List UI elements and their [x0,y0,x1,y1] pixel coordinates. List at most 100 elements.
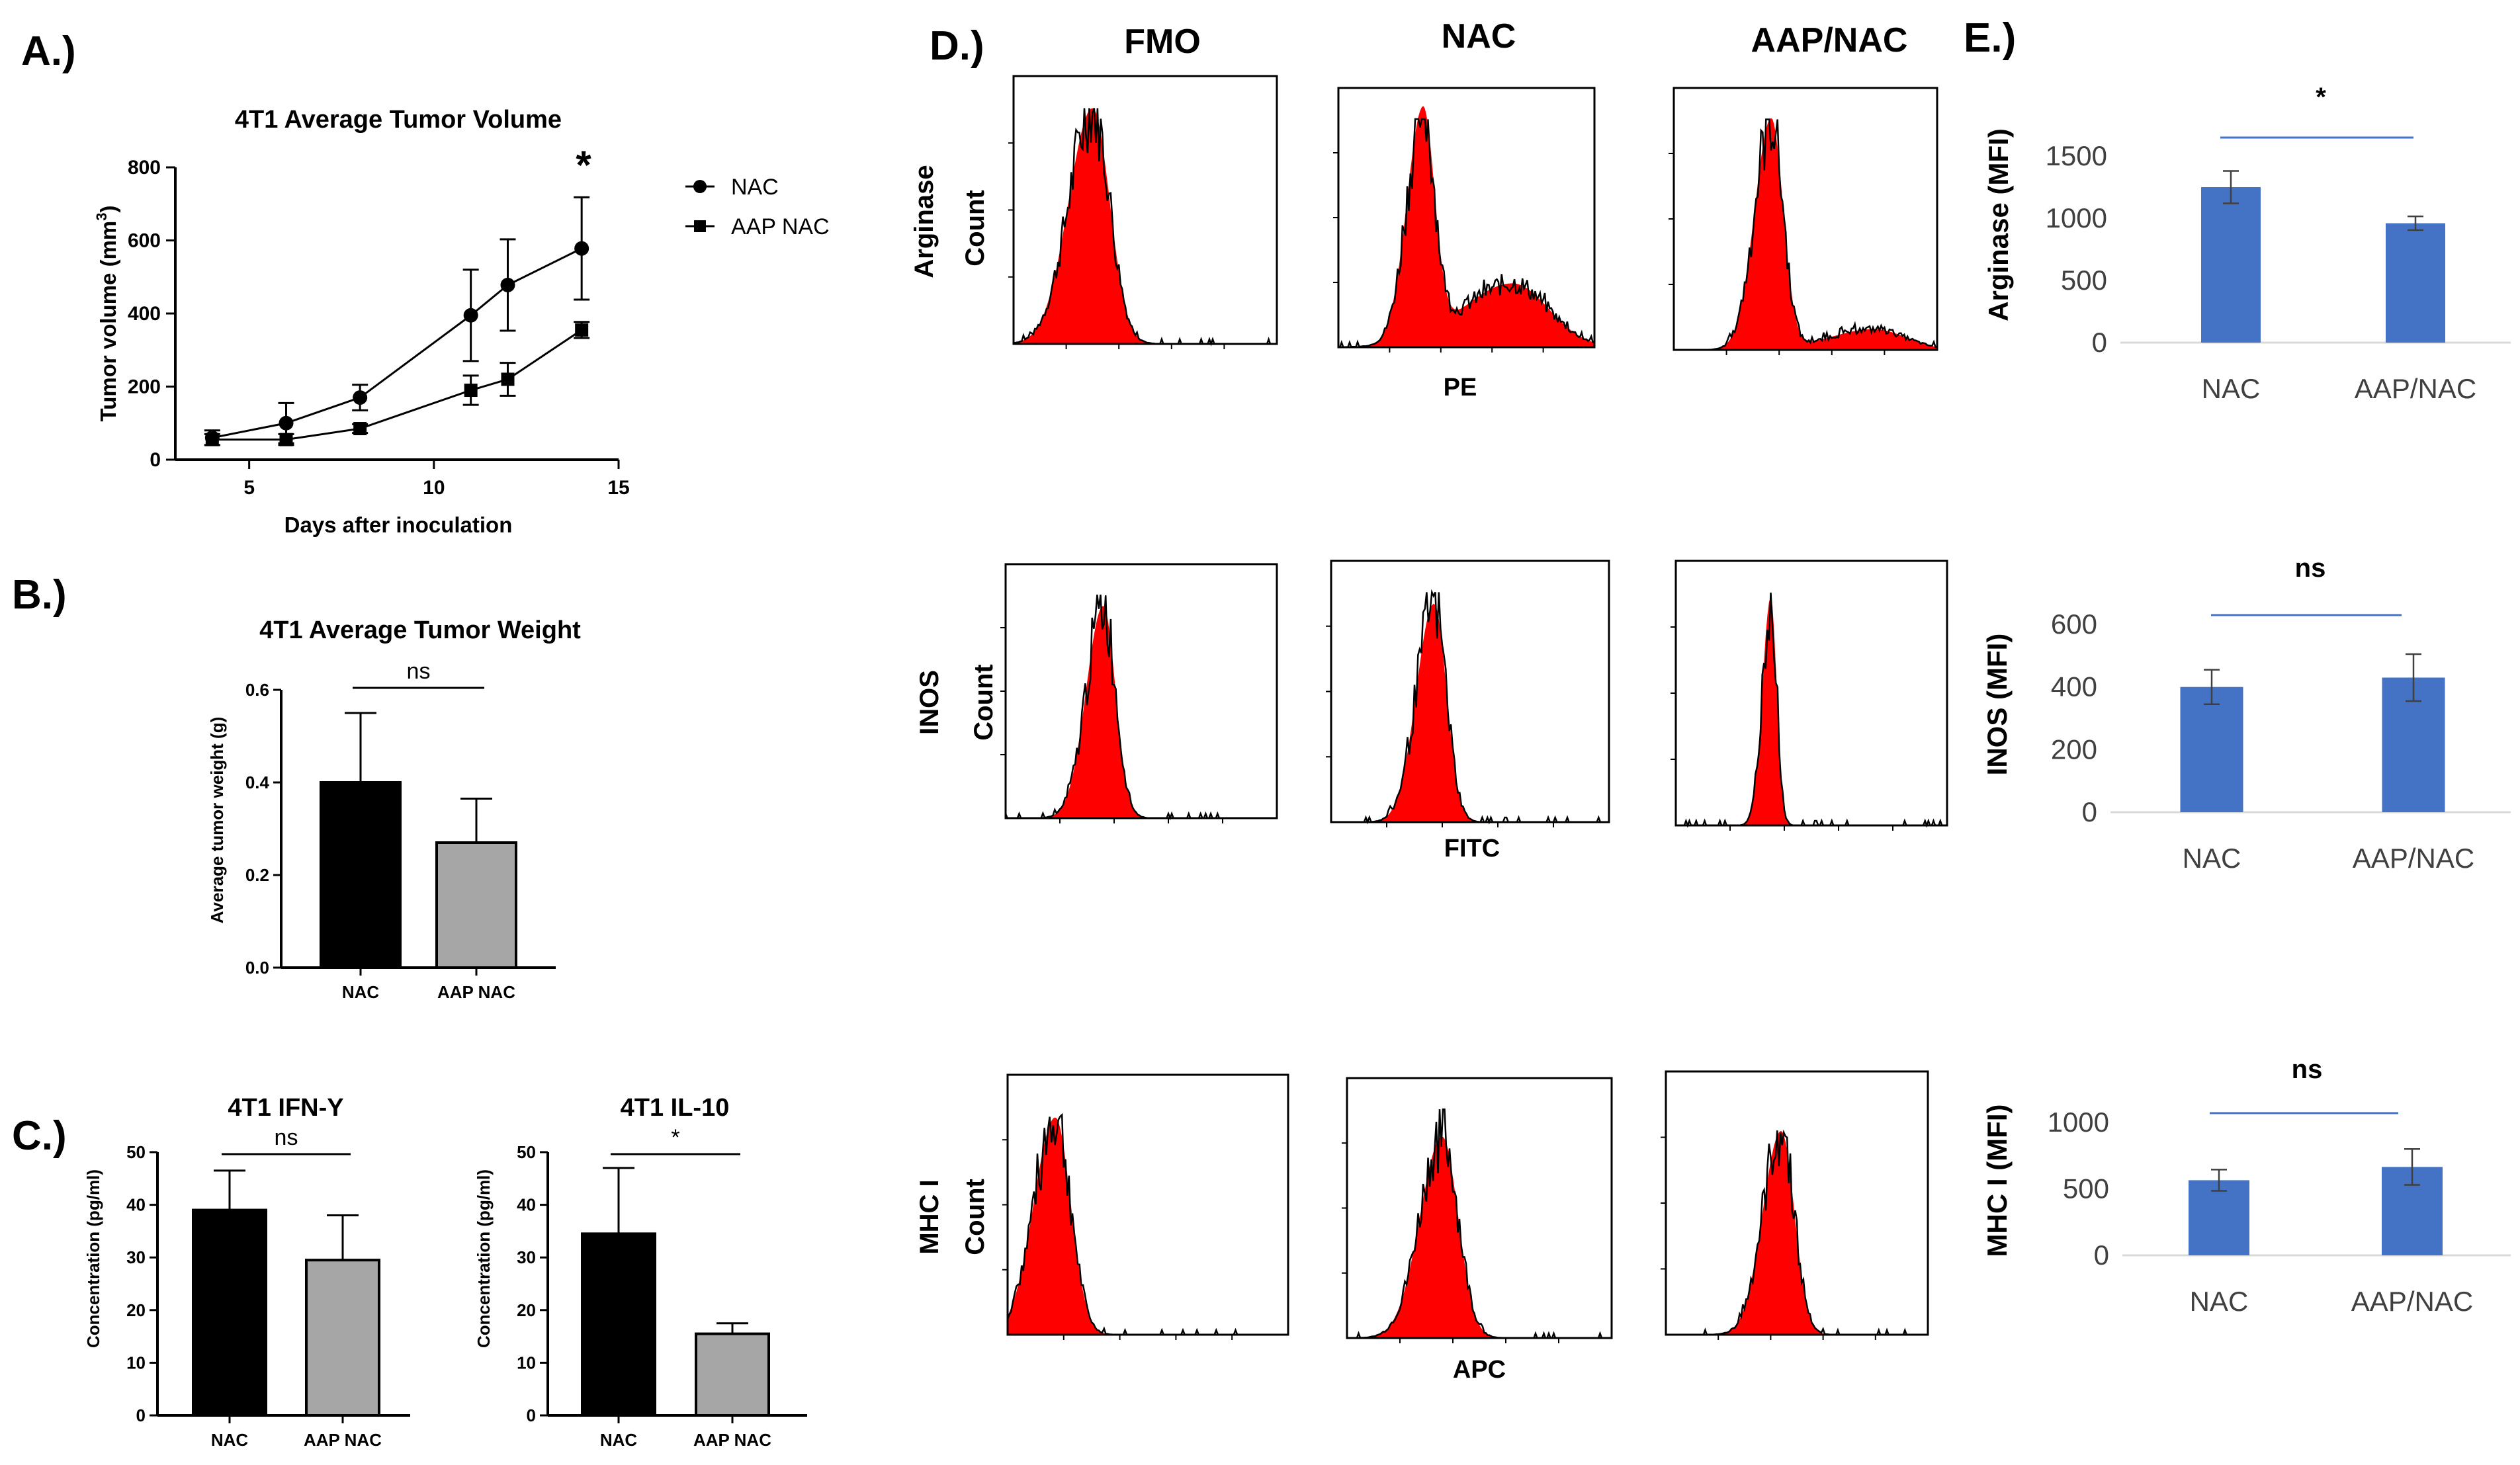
histogram-fill [1338,106,1594,348]
chart-b-ylabel: Average tumor weight (g) [207,717,227,924]
chart-b-bar [320,781,402,969]
chart-e1-ylabel: Arginase (MFI) [1983,128,2014,321]
histogram-grid [1000,75,1948,1343]
panel-label-a: A.) [21,28,76,74]
chart-c1-y-tick-label: 10 [126,1353,146,1372]
chart-c2-y-tick-label: 0 [527,1405,536,1425]
chart-a-title: 4T1 Average Tumor Volume [235,106,562,134]
chart-e2-plot: 0 200 400 600 NAC AAP/NAC [2051,608,2511,874]
chart-b-category-label: AAP NAC [437,982,515,1002]
legend-aapnac-marker [694,220,706,232]
chart-b-y-tick-label: 0.0 [245,958,269,978]
chart-a-x-tick-label: 10 [423,477,445,499]
panel-c-bar-charts: 4T1 IFN-Y Concentration (pg/ml) 0 10 20 30 4… [83,1094,807,1450]
chart-c1-category-label: NAC [211,1430,249,1450]
chart-c1-ylabel: Concentration (pg/ml) [83,1169,103,1348]
chart-c1-y-tick-label: 50 [126,1142,146,1162]
chart-a-axes: 0 200 400 600 800 5 10 15 [128,157,630,499]
channel-label-apc: APC [1453,1356,1506,1384]
chart-e1-y-tick-label: 0 [2092,327,2107,358]
chart-c1-y-tick-label: 20 [126,1300,146,1320]
chart-e1-plot: 0 500 1000 1500 NAC AAP/NAC [2046,136,2511,404]
chart-a-significance: * [576,143,591,187]
chart-a-y-tick-label: 400 [128,303,161,325]
row-count-label-1: Count [961,190,990,267]
chart-c2-y-tick-label: 50 [517,1142,536,1162]
chart-e2-category-label: NAC [2183,843,2241,874]
chart-b-y-tick-label: 0.6 [245,680,269,700]
chart-e3-ylabel: MHC I (MFI) [1981,1105,2013,1257]
chart-a-point-aapnac [501,372,515,386]
chart-b-significance-label: ns [407,659,431,684]
chart-a-point-aapnac [205,433,219,446]
chart-e3-y-tick-label: 500 [2063,1173,2109,1204]
channel-label-fitc: FITC [1444,835,1500,862]
chart-e2-y-tick-label: 600 [2051,608,2097,640]
chart-c2-title: 4T1 IL-10 [621,1094,730,1122]
chart-c2-ylabel: Concentration (pg/ml) [474,1169,494,1348]
panel-label-d: D.) [930,23,984,69]
chart-e2-bar [2180,687,2243,812]
chart-b-title: 4T1 Average Tumor Weight [259,616,581,644]
chart-c2-bar [695,1332,770,1417]
chart-e2-y-tick-label: 400 [2051,671,2097,702]
row-count-label-2: Count [969,664,998,741]
chart-a-y-tick-label: 0 [150,449,161,471]
histogram-fill [1666,1131,1928,1335]
chart-a-point-nac [353,390,368,405]
histogram-outline [1674,118,1938,351]
chart-b-plot: 0.0 0.2 0.4 0.6 NAC AAP NAC ns [245,659,556,1002]
chart-a-point-nac [463,308,478,323]
chart-c2-bar [581,1232,656,1417]
chart-c2-plot: 0 10 20 30 40 50 NAC AAP NAC * [517,1125,807,1450]
chart-e3-plot: 0 500 1000 NAC AAP/NAC [2048,1107,2511,1317]
chart-a-ylabel-end: ) [96,205,120,212]
chart-a-marks [204,196,590,446]
panel-label-b: B.) [12,572,67,618]
chart-c2-y-tick-label: 30 [517,1247,536,1267]
chart-a-series-line [212,329,582,441]
chart-c2-y-tick-label: 40 [517,1195,536,1215]
panel-label-c: C.) [12,1113,67,1159]
chart-e1-category-label: NAC [2202,373,2261,404]
chart-b-category-label: NAC [342,982,380,1002]
chart-e2-y-tick-label: 0 [2082,796,2097,827]
chart-a-point-aapnac [353,422,367,436]
chart-e1-y-tick-label: 1000 [2046,202,2107,233]
chart-e1-significance: * [2316,83,2326,112]
chart-a-ylabel-main: Tumor volume (mm [96,221,120,422]
chart-c1-title: 4T1 IFN-Y [228,1094,343,1122]
legend-nac-label: NAC [731,175,779,200]
chart-e1-y-tick-label: 1500 [2046,140,2107,171]
histogram-outline [1338,118,1595,349]
chart-a-y-tick-label: 200 [128,376,161,398]
chart-c1-bar [305,1259,380,1417]
chart-b-y-tick-label: 0.4 [245,773,270,792]
chart-c2-significance-label: * [671,1125,679,1150]
chart-e3-bar [2189,1180,2249,1255]
row-label-inos: INOS [915,670,944,735]
panel-label-e: E.) [1964,15,2016,61]
chart-c1-bar [192,1208,267,1417]
histogram-fill [1014,108,1277,344]
chart-a-point-aapnac [464,384,478,398]
row-count-label-3: Count [961,1179,990,1255]
column-header-nac: NAC [1442,17,1516,56]
chart-a-point-aapnac [575,323,589,337]
row-label-mhci: MHC I [915,1179,944,1254]
chart-c1-plot: 0 10 20 30 40 50 NAC AAP NAC ns [126,1125,410,1450]
chart-c1-category-label: AAP NAC [304,1430,382,1450]
chart-c2-category-label: NAC [600,1430,638,1450]
chart-e1-category-label: AAP/NAC [2355,373,2476,404]
chart-a-ylabel: Tumor volume (mm3) [93,205,120,421]
chart-a-point-nac [500,277,515,292]
panel-a-line-chart: 4T1 Average Tumor Volume Days after inoc… [93,106,830,537]
chart-a-x-tick-label: 5 [243,477,255,499]
chart-c1-y-tick-label: 0 [136,1405,146,1425]
chart-c1-significance-label: ns [275,1125,298,1150]
chart-a-y-tick-label: 800 [128,157,161,179]
chart-e2-ylabel: INOS (MFI) [1981,634,2013,776]
chart-c1-y-tick-label: 40 [126,1195,146,1215]
